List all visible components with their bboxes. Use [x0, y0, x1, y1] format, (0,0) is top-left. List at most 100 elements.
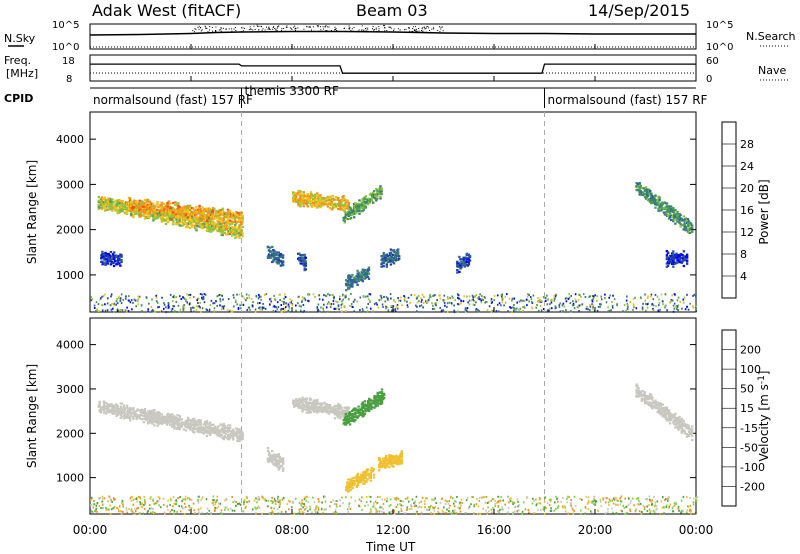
power-cell [111, 253, 115, 256]
power-noise-cell [392, 309, 395, 311]
velocity-noise-cell [664, 499, 666, 502]
power-cell [167, 215, 171, 218]
power-cell [304, 256, 307, 259]
velocity-noise-cell [486, 512, 488, 515]
power-noise-cell [99, 298, 101, 301]
nsky-point [192, 30, 194, 32]
velocity-cell [362, 478, 365, 481]
velocity-cell [238, 439, 241, 442]
power-cell [221, 209, 224, 212]
power-cell [218, 208, 221, 212]
power-noise-cell [433, 307, 435, 310]
power-cell [118, 258, 121, 261]
power-cell [207, 225, 211, 228]
nsky-point [264, 29, 266, 31]
power-cell [106, 203, 109, 206]
nsky-point [439, 31, 441, 33]
power-cell [308, 200, 312, 203]
power-noise-cell [559, 310, 562, 313]
power-cell [338, 199, 341, 202]
power-noise-cell [387, 309, 390, 312]
velocity-noise-cell [413, 505, 416, 508]
velocity-noise-cell [395, 506, 397, 508]
velocity-noise-cell [448, 500, 450, 503]
power-noise-cell [660, 293, 663, 296]
velocity-cell [233, 430, 236, 433]
power-noise-cell [300, 305, 302, 308]
velocity-noise-cell [306, 495, 309, 498]
power-cell [130, 214, 133, 217]
power-cell [310, 196, 314, 199]
power-noise-cell [109, 304, 112, 307]
power-cell [302, 205, 305, 208]
power-cell [330, 203, 334, 206]
velocity-cell [673, 415, 676, 418]
freq-left-tick-bottom: 8 [66, 74, 72, 85]
power-noise-cell [544, 299, 547, 302]
nsky-point [272, 26, 274, 28]
velocity-cell [142, 421, 146, 424]
power-cell [670, 214, 673, 217]
power-cell [229, 231, 233, 234]
power-cell [672, 256, 675, 259]
nsky-point [268, 28, 270, 30]
power-noise-cell [673, 302, 676, 305]
power-cell [672, 209, 675, 212]
power-noise-cell [359, 309, 361, 312]
nsky-point [294, 28, 296, 30]
power-noise-cell [258, 293, 260, 296]
power-noise-cell [352, 306, 354, 308]
velocity-cell [651, 398, 654, 401]
power-cell [298, 252, 301, 255]
power-cell [277, 262, 280, 265]
power-noise-cell [199, 293, 202, 295]
nave-label: Nave [758, 64, 786, 77]
power-noise-cell [686, 293, 688, 296]
power-noise-cell [262, 302, 264, 305]
power-cell [302, 191, 305, 194]
power-cell [156, 201, 159, 204]
power-noise-cell [433, 294, 435, 297]
velocity-cell [102, 409, 106, 412]
velocity-cell [107, 407, 110, 410]
velocity-cell [639, 391, 642, 394]
power-noise-cell [283, 309, 286, 312]
power-noise-cell [307, 299, 309, 302]
power-cell [235, 222, 238, 225]
power-noise-cell [127, 310, 130, 313]
power-noise-cell [443, 299, 445, 302]
velocity-noise-cell [452, 509, 454, 512]
power-cell [380, 265, 383, 268]
velocity-cell [677, 417, 680, 420]
power-noise-cell [417, 294, 420, 297]
power-noise-cell [385, 296, 388, 299]
power-noise-cell [197, 298, 200, 301]
power-noise-cell [453, 309, 456, 312]
velocity-noise-cell [358, 498, 361, 501]
power-noise-cell [322, 309, 325, 312]
power-cell [222, 211, 225, 214]
velocity-cell [392, 458, 395, 461]
velocity-noise-cell [557, 505, 560, 508]
velocity-cell [388, 466, 391, 469]
power-noise-cell [471, 294, 474, 297]
velocity-cell [199, 419, 202, 422]
power-cell [665, 205, 669, 208]
power-colorbar-tick-label: 4 [740, 270, 747, 283]
power-noise-cell [432, 295, 434, 297]
velocity-cell [380, 391, 384, 394]
velocity-cell [212, 423, 215, 426]
velocity-cell [313, 400, 316, 404]
power-noise-cell [167, 311, 170, 313]
power-noise-cell [167, 304, 170, 307]
power-cell [199, 222, 202, 225]
power-cell [641, 193, 645, 197]
velocity-cell [281, 469, 285, 472]
power-cell [322, 204, 325, 207]
power-cell [673, 258, 676, 261]
power-noise-cell [275, 306, 278, 309]
power-cell [667, 262, 671, 265]
velocity-noise-cell [171, 509, 173, 511]
power-noise-cell [281, 300, 283, 303]
velocity-cell [145, 414, 149, 417]
